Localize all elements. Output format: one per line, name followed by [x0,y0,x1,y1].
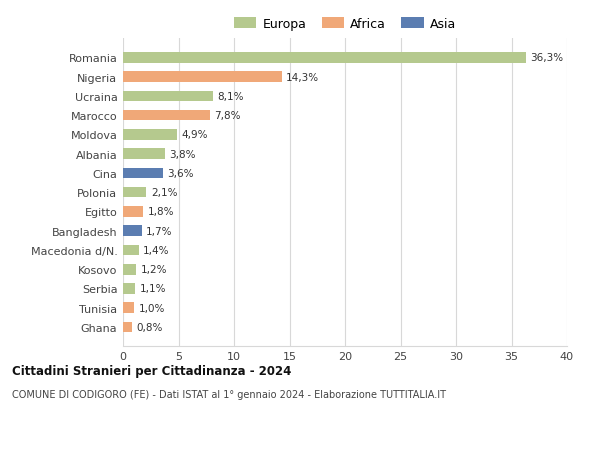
Text: 1,0%: 1,0% [139,303,165,313]
Text: 8,1%: 8,1% [217,92,244,102]
Text: 1,2%: 1,2% [141,265,167,274]
Text: 1,8%: 1,8% [148,207,174,217]
Legend: Europa, Africa, Asia: Europa, Africa, Asia [234,17,456,31]
Text: COMUNE DI CODIGORO (FE) - Dati ISTAT al 1° gennaio 2024 - Elaborazione TUTTITALI: COMUNE DI CODIGORO (FE) - Dati ISTAT al … [12,389,446,399]
Bar [123,168,163,179]
Text: 4,9%: 4,9% [182,130,208,140]
Bar [123,187,146,198]
Bar [123,207,143,217]
Text: 36,3%: 36,3% [530,53,563,63]
Bar [123,91,213,102]
Text: 0,8%: 0,8% [136,322,163,332]
Bar [123,111,209,121]
Text: 1,7%: 1,7% [146,226,173,236]
Text: 1,4%: 1,4% [143,246,169,255]
Bar [123,226,142,236]
Bar [123,130,178,140]
Bar [123,264,136,275]
Bar [123,303,134,313]
Bar [123,53,526,63]
Text: 3,8%: 3,8% [170,149,196,159]
Text: 14,3%: 14,3% [286,73,319,83]
Bar [123,284,135,294]
Text: 2,1%: 2,1% [151,188,177,198]
Text: Cittadini Stranieri per Cittadinanza - 2024: Cittadini Stranieri per Cittadinanza - 2… [12,364,292,377]
Text: 3,6%: 3,6% [167,168,194,179]
Bar [123,245,139,256]
Bar [123,72,282,83]
Bar [123,149,165,160]
Bar [123,322,132,333]
Text: 7,8%: 7,8% [214,111,241,121]
Text: 1,1%: 1,1% [140,284,166,294]
